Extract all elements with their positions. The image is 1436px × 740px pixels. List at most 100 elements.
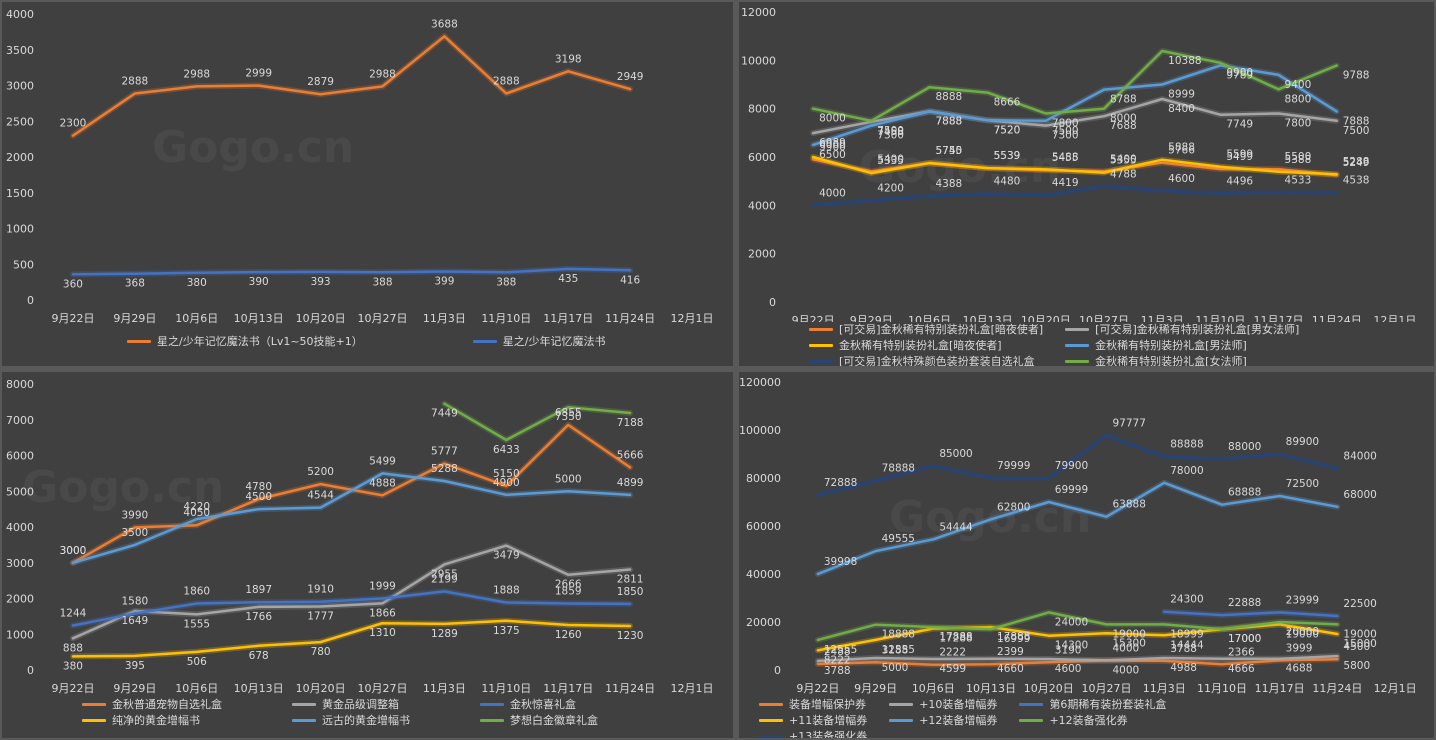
data-label: 4688	[1286, 663, 1313, 675]
y-tick-label: 3000	[6, 80, 34, 93]
data-label: 6500	[819, 149, 846, 161]
x-tick-label: 10月13日	[234, 682, 284, 695]
x-tick-label: 11月17日	[543, 682, 593, 695]
data-label: 380	[63, 660, 83, 672]
legend-item: 金秋稀有特别装扮礼盒[女法师]	[1065, 354, 1299, 366]
x-tick-label: 10月6日	[912, 682, 955, 695]
data-label: 2488	[824, 646, 851, 658]
data-label: 4000	[1113, 664, 1140, 676]
y-tick-label: 0	[27, 294, 34, 307]
data-label: 4480	[994, 176, 1021, 188]
data-label: 12555	[882, 644, 915, 656]
data-label: 78888	[882, 463, 915, 475]
data-label: 3198	[555, 53, 582, 65]
data-label: 7688	[1110, 120, 1137, 132]
y-tick-label: 6000	[748, 151, 776, 164]
data-label: 1888	[493, 585, 520, 597]
data-label: 7449	[431, 408, 458, 420]
data-label: 24000	[1055, 616, 1088, 628]
y-tick-label: 4000	[6, 8, 34, 21]
x-tick-label: 10月27日	[358, 682, 408, 695]
data-label: 7888	[935, 115, 962, 127]
x-tick-label: 12月1日	[1374, 682, 1417, 695]
data-label: 84000	[1343, 450, 1376, 462]
legend-swatch	[127, 340, 151, 343]
data-label: 5599	[1226, 149, 1253, 161]
chart-plot-2: 0 2000 4000 6000 8000 10000 12000 9月22日 9月29日 10月…	[741, 6, 1416, 322]
data-label: 5335	[877, 155, 904, 167]
legend-item: 金秋稀有特别装扮礼盒[男法师]	[1065, 338, 1299, 353]
legend-item: 金秋普通宠物自选礼盒	[82, 697, 222, 712]
data-label: 2949	[617, 71, 644, 83]
legend-swatch	[1065, 360, 1090, 363]
data-label: 7188	[617, 417, 644, 429]
y-tick-label: 0	[769, 296, 776, 309]
legend-item: +10装备增幅券	[889, 697, 997, 712]
chart-panel-1: Gogo.cn 0 500 1000 1500 2000 2500 3000 3500 4000…	[2, 2, 733, 366]
data-label: 4788	[1110, 168, 1137, 180]
data-label: 4888	[369, 477, 396, 489]
legend-label: 星之/少年记忆魔法书（Lv1~50技能+1）	[157, 335, 363, 348]
chart-plot-1: 0 500 1000 1500 2000 2500 3000 3500 4000 9月22日 9月2…	[6, 8, 714, 325]
data-label: 54444	[939, 521, 973, 533]
legend-label: 金秋稀有特别装扮礼盒[暗夜使者]	[839, 339, 1002, 352]
data-label: 4666	[1228, 663, 1255, 675]
data-label: 8000	[819, 113, 846, 125]
series-line	[816, 434, 1339, 497]
chart-legend-1: 星之/少年记忆魔法书（Lv1~50技能+1） 星之/少年记忆魔法书	[127, 334, 606, 349]
data-label: 2366	[1228, 646, 1255, 658]
series-line-glow	[70, 617, 634, 660]
legend-swatch	[1019, 703, 1044, 706]
data-label: 4388	[935, 178, 962, 190]
data-label: 19000	[1113, 628, 1146, 640]
data-label: 8888	[935, 91, 962, 103]
data-label: 3688	[431, 18, 458, 30]
data-label: 79900	[1055, 460, 1088, 472]
y-tick-label: 100000	[739, 424, 781, 437]
data-label: 7800	[1052, 118, 1079, 130]
data-label: 8400	[1168, 103, 1195, 115]
x-tick-label: 11月3日	[1141, 314, 1184, 322]
legend-swatch	[809, 344, 833, 347]
legend-swatch	[759, 719, 783, 722]
data-label: 6433	[493, 444, 520, 456]
data-label: 7800	[1285, 118, 1312, 130]
data-label: 1230	[617, 630, 644, 642]
legend-label: +11装备增幅券	[789, 714, 868, 727]
x-tick-label: 12月1日	[1373, 314, 1416, 322]
x-tick-label: 9月22日	[796, 682, 839, 695]
series-line	[816, 654, 1339, 663]
data-label: 399	[434, 275, 454, 287]
legend-item: 金秋稀有特别装扮礼盒[暗夜使者]	[809, 338, 1043, 353]
x-tick-label: 11月24日	[1312, 314, 1362, 322]
data-label: 5288	[431, 463, 458, 475]
x-tick-label: 11月3日	[423, 682, 466, 695]
data-label: 5400	[877, 154, 904, 166]
data-label: 3500	[121, 527, 148, 539]
data-label: 2988	[183, 68, 210, 80]
legend-swatch	[1065, 344, 1090, 347]
data-label: 63888	[1113, 499, 1146, 511]
data-label: 69999	[1055, 484, 1088, 496]
legend-label: 第6期稀有装扮套装礼盒	[1049, 698, 1167, 711]
x-tick-label: 10月27日	[1082, 682, 1132, 695]
data-label: 6000	[819, 139, 846, 151]
data-label: 5000	[555, 473, 582, 485]
chart-legend-4: 装备增幅保护券 +10装备增幅券 第6期稀有装扮套装礼盒 +11装备增幅券 +12装备增…	[759, 697, 1166, 738]
data-label: 22888	[1228, 597, 1261, 609]
series-line	[1162, 610, 1339, 618]
legend-swatch	[292, 719, 316, 722]
data-label: 19000	[1343, 628, 1376, 640]
x-tick-label: 9月22日	[792, 314, 835, 322]
data-label: 7520	[994, 124, 1021, 136]
data-label: 1580	[121, 596, 148, 608]
chart-plot-4: 0 20000 40000 60000 80000 100000 120000 9月22日 9月…	[739, 376, 1417, 695]
data-label: 4988	[1170, 662, 1197, 674]
y-tick-label: 0	[27, 664, 34, 677]
data-label: 72500	[1286, 478, 1319, 490]
data-label: 4533	[1285, 174, 1312, 186]
legend-label: 金秋惊喜礼盒	[510, 698, 576, 711]
legend-item: 梦想白金徽章礼盒	[480, 713, 598, 728]
data-label: 4900	[493, 477, 520, 489]
legend-item: [可交易]金秋稀有特别装扮礼盒[男女法师]	[1065, 322, 1299, 337]
